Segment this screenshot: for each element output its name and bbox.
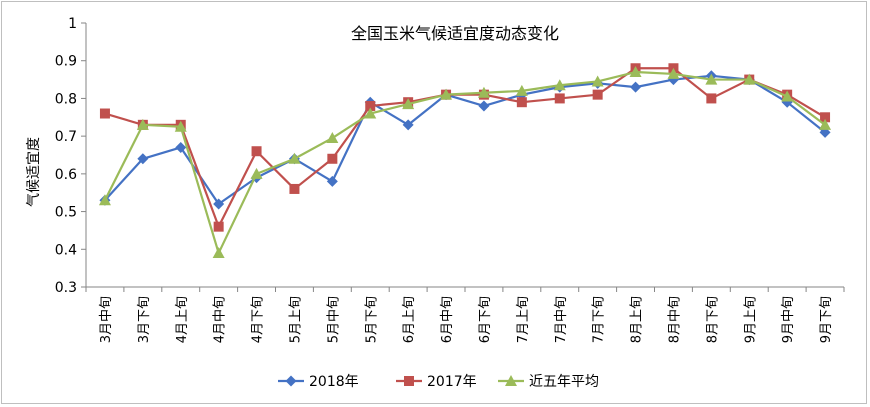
data-point <box>326 132 339 144</box>
data-point <box>326 175 338 187</box>
series-layer <box>98 63 832 259</box>
data-point <box>98 194 111 206</box>
x-tick-label: 6月上旬 <box>402 296 417 343</box>
legend: 2018年 2017年 近五年平均 <box>278 374 599 390</box>
legend-item-1: 2018年 <box>278 374 359 390</box>
data-point <box>250 167 263 179</box>
data-point <box>251 146 262 157</box>
data-point <box>327 153 338 164</box>
data-point <box>440 88 453 100</box>
series-2 <box>99 63 831 232</box>
x-tick-label: 5月下旬 <box>364 296 379 343</box>
legend-label: 近五年平均 <box>529 374 599 390</box>
x-tick-label: 8月下旬 <box>705 296 720 343</box>
x-tick-label: 4月中旬 <box>213 296 228 343</box>
data-point <box>591 75 604 87</box>
y-tick-label: 0.3 <box>55 280 77 296</box>
y-axis-label: 气候适宜度 <box>26 137 42 207</box>
x-tick-label: 4月上旬 <box>175 296 190 343</box>
x-tick-label: 4月下旬 <box>251 296 266 343</box>
data-point <box>99 108 110 119</box>
legend-marker <box>505 375 517 386</box>
y-tick-label: 0.5 <box>55 205 77 221</box>
x-tick-label: 7月中旬 <box>554 296 569 343</box>
series-line <box>104 74 826 206</box>
data-point <box>364 107 377 119</box>
y-tick-label: 0.4 <box>55 242 77 258</box>
data-point <box>781 90 794 102</box>
data-point <box>629 66 642 78</box>
data-point <box>516 97 527 108</box>
data-point <box>365 100 376 111</box>
legend-item-3: 近五年平均 <box>498 374 599 390</box>
legend-label: 2018年 <box>309 374 359 390</box>
y-tick-label: 0.7 <box>55 129 77 145</box>
data-point <box>137 153 149 165</box>
legend-marker <box>285 375 297 387</box>
data-point <box>705 73 718 85</box>
x-tick-label: 9月中旬 <box>781 296 796 343</box>
x-tick-label: 8月中旬 <box>667 296 682 343</box>
data-point <box>477 86 490 98</box>
data-point <box>402 98 415 110</box>
data-point <box>515 84 528 96</box>
data-point <box>478 100 490 112</box>
x-tick-label: 3月中旬 <box>99 296 114 343</box>
series-1 <box>99 70 831 210</box>
data-point <box>212 247 225 259</box>
x-tick-label: 6月中旬 <box>440 296 455 343</box>
x-tick-label: 6月下旬 <box>478 296 493 343</box>
x-tick-label: 7月上旬 <box>516 296 531 343</box>
axes: 0.3 0.4 0.5 0.6 0.7 0.8 0.9 1 3月中旬 3月下旬 4月上旬 4月中旬 4月… <box>55 16 845 343</box>
data-point <box>706 93 717 104</box>
data-point <box>402 119 414 131</box>
data-point <box>288 152 301 164</box>
data-point <box>136 118 149 130</box>
data-point <box>175 141 187 153</box>
data-point <box>553 79 566 91</box>
data-point <box>213 198 225 210</box>
y-tick-label: 0.6 <box>55 167 77 183</box>
series-line <box>104 67 826 228</box>
legend-marker <box>404 376 414 386</box>
x-tick-label: 5月中旬 <box>326 296 341 343</box>
data-point <box>820 112 831 123</box>
y-tick-label: 0.8 <box>55 91 77 107</box>
y-tick-label: 1 <box>68 16 77 32</box>
legend-item-2: 2017年 <box>396 374 477 390</box>
series-3 <box>98 66 832 259</box>
data-point <box>592 89 603 100</box>
data-point <box>174 120 187 132</box>
x-tick-label: 3月下旬 <box>137 296 152 343</box>
legend-label: 2017年 <box>427 374 477 390</box>
data-point <box>630 81 642 93</box>
x-tick-label: 5月上旬 <box>288 296 303 343</box>
y-tick-label: 0.9 <box>55 54 77 70</box>
x-tick-label: 9月下旬 <box>819 296 834 343</box>
series-line <box>103 70 826 255</box>
data-point <box>667 67 680 79</box>
chart-title: 全国玉米气候适宜度动态变化 <box>351 24 559 43</box>
x-tick-label: 8月上旬 <box>630 296 645 343</box>
data-point <box>213 221 224 232</box>
data-point <box>289 183 300 194</box>
data-point <box>743 73 756 85</box>
data-point <box>819 118 832 130</box>
x-tick-label: 9月上旬 <box>743 296 758 343</box>
data-point <box>554 93 565 104</box>
x-tick-label: 7月下旬 <box>592 296 607 343</box>
